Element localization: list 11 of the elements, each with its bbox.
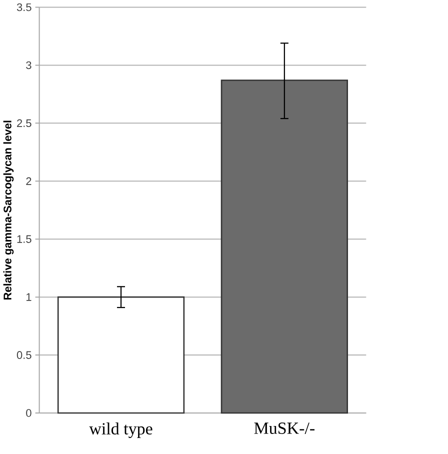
y-tick-label: 3 xyxy=(26,61,32,70)
y-tick-label: 1.5 xyxy=(17,235,32,243)
y-tick-label: 3.5 xyxy=(16,3,32,12)
y-tick-label: 1 xyxy=(26,293,32,301)
y-axis-title: Relative gamma-Sarcoglycan level xyxy=(3,120,14,300)
y-tick-label: 2.5 xyxy=(17,119,32,128)
y-tick-label: 2 xyxy=(26,177,32,185)
x-tick-label: MuSK-/- xyxy=(254,422,315,434)
x-tick-label: wild type xyxy=(89,422,152,438)
y-tick-label: 0.5 xyxy=(16,351,32,359)
y-tick-label: 0 xyxy=(26,409,32,417)
